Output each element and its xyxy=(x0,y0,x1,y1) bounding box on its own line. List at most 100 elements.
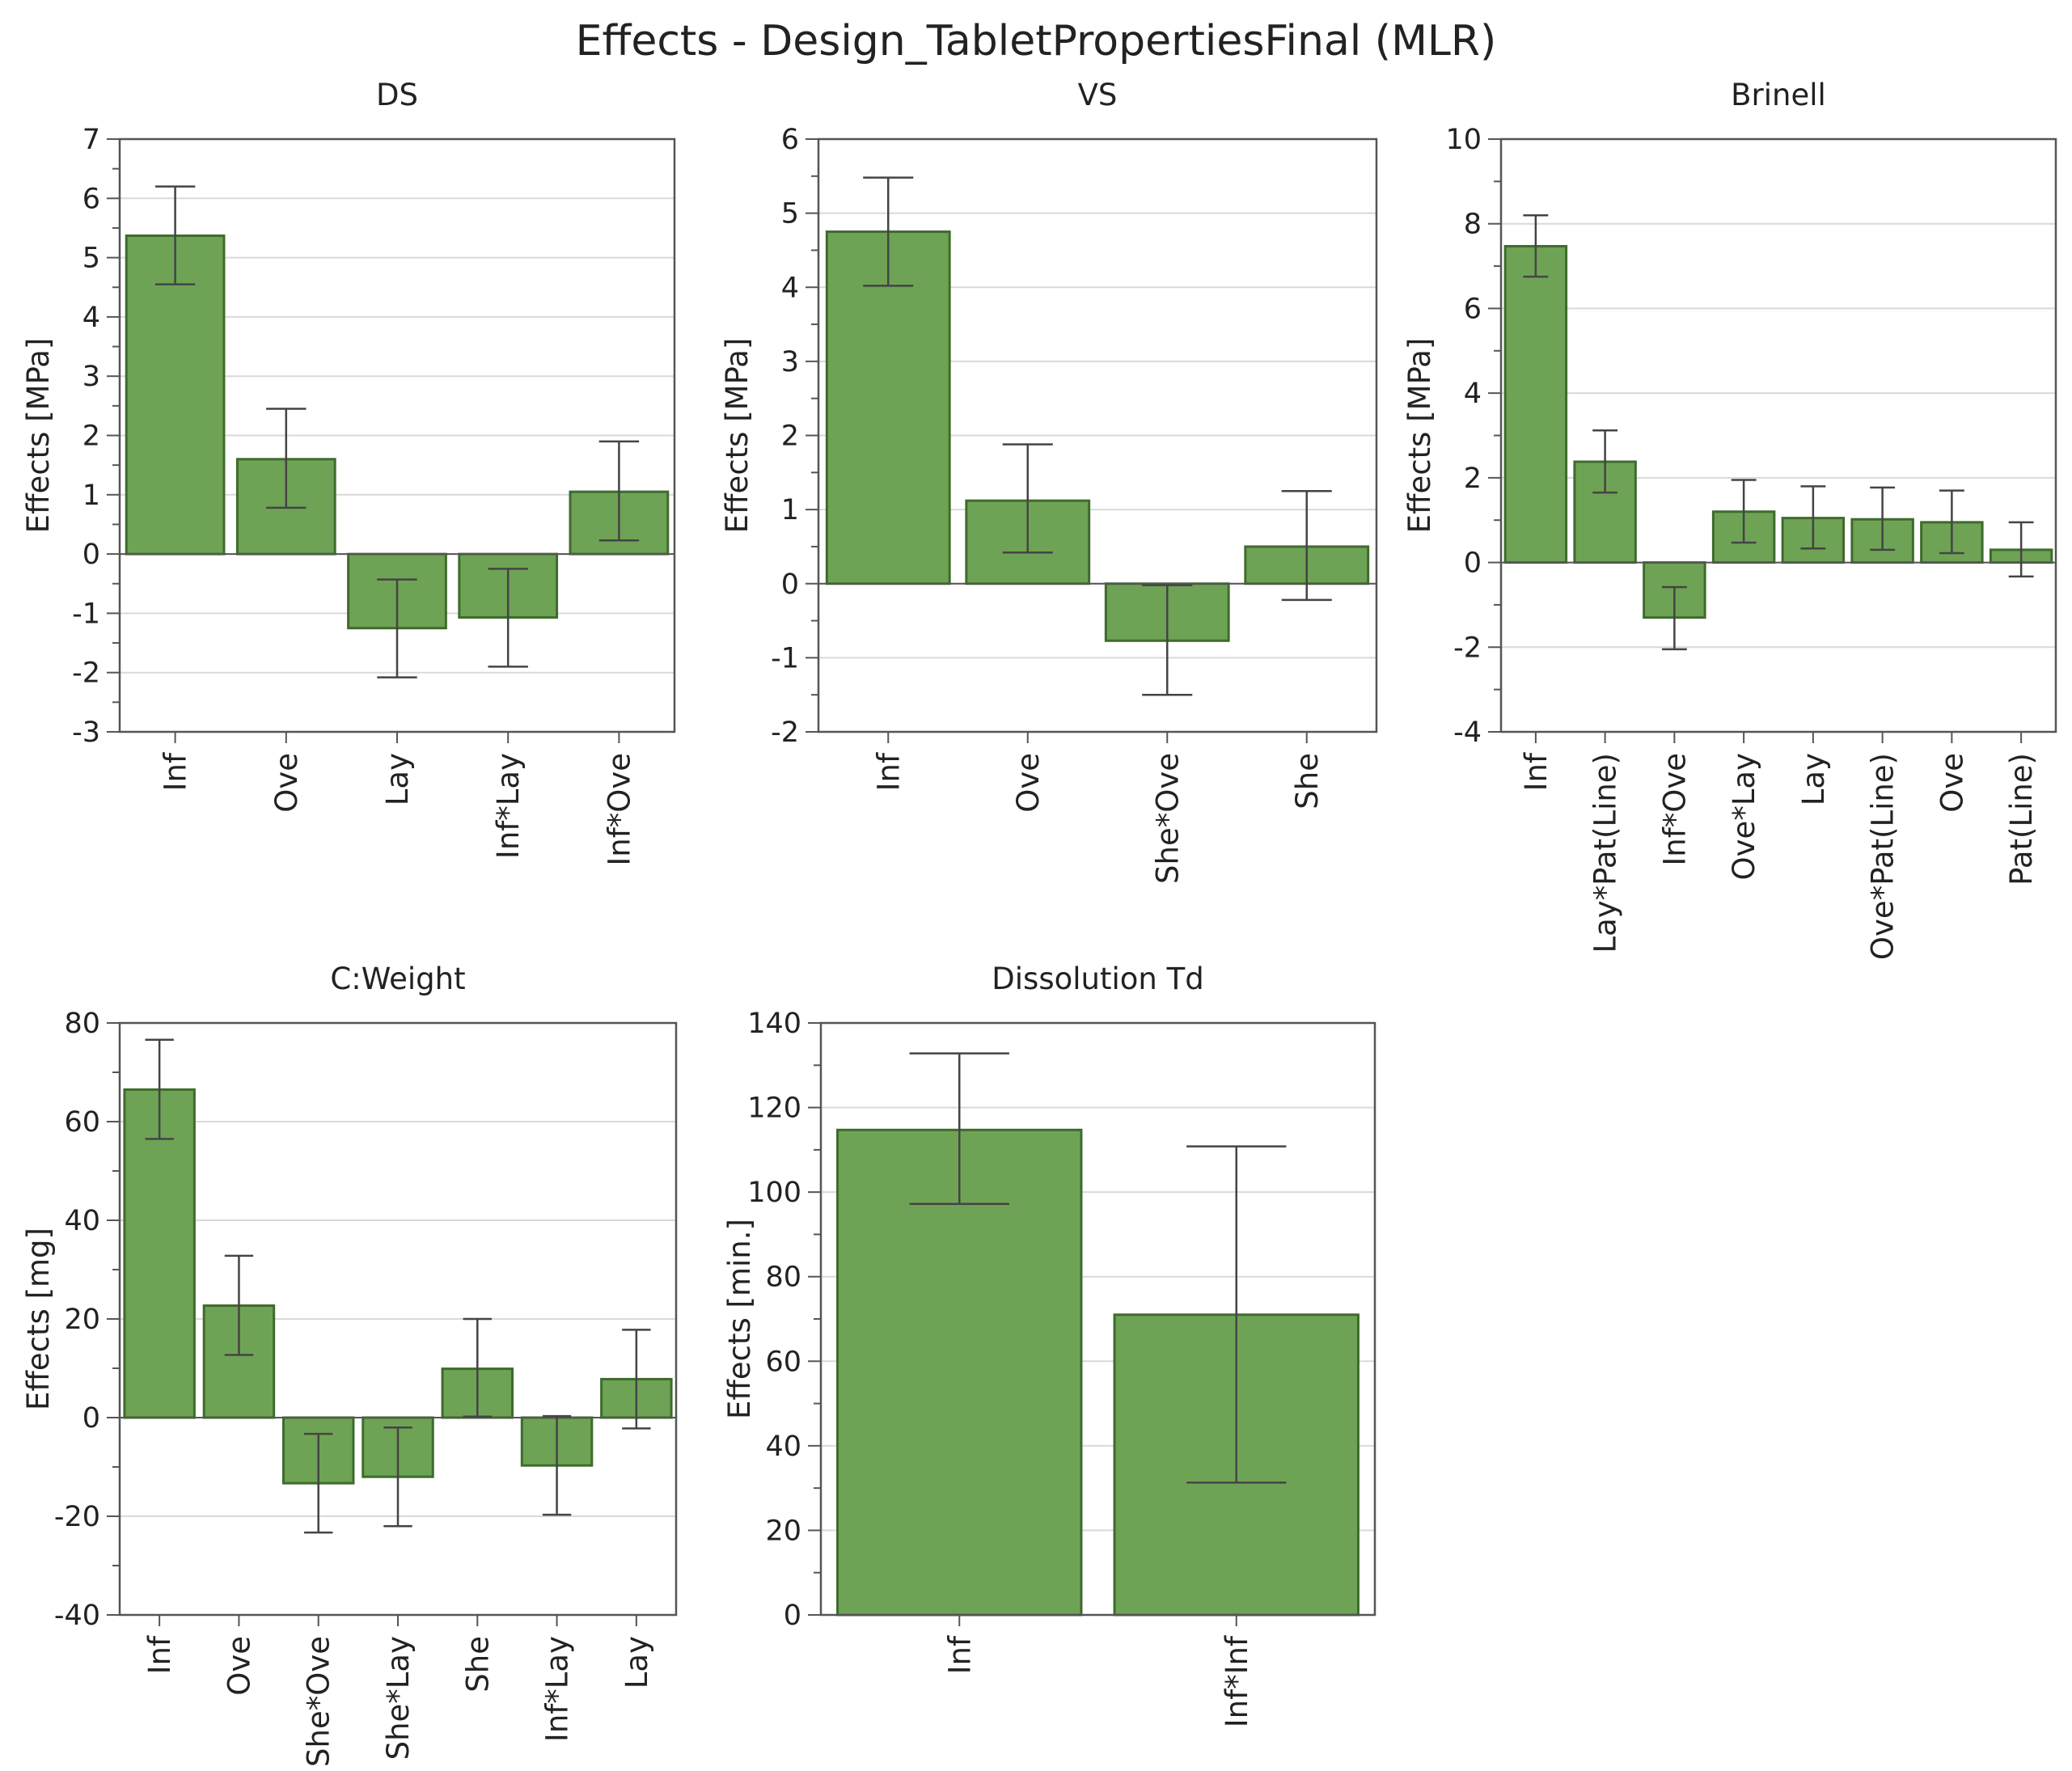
x-tick-label: Inf xyxy=(942,1635,977,1674)
error-bar xyxy=(1523,213,1549,278)
error-bar xyxy=(1281,489,1332,602)
error-bar xyxy=(304,1432,333,1534)
error-bar xyxy=(145,1038,174,1140)
x-tick-label: Inf xyxy=(142,1635,177,1674)
error-bar xyxy=(542,1414,572,1516)
x-tick-label: Inf*Ove xyxy=(602,753,636,866)
y-axis-label: Effects [MPa] xyxy=(21,338,56,534)
y-tick-label: 2 xyxy=(1464,463,1482,495)
x-tick-label: Inf*Lay xyxy=(491,753,526,859)
panel-title: Dissolution Td xyxy=(992,962,1203,996)
x-tick-label: Inf*Ove xyxy=(1657,753,1692,866)
y-tick-label: 2 xyxy=(82,421,100,453)
bar-inf xyxy=(123,1088,196,1419)
y-tick-label: -2 xyxy=(771,716,799,749)
x-tick-label: She xyxy=(460,1636,495,1693)
x-tick-label: Inf*Lay xyxy=(540,1636,575,1742)
x-tick-label: Ove xyxy=(222,1636,256,1696)
chart-panel-3: -4 -2 0 2 4 6 8 10 Brinell Effects [MPa] Inf Lay*Pa… xyxy=(1402,78,2057,960)
x-tick-label: She xyxy=(1290,753,1325,809)
x-tick-label: Inf xyxy=(1519,752,1554,791)
error-bar xyxy=(266,408,307,509)
y-tick-label: 0 xyxy=(82,539,100,571)
figure-title: Effects - Design_TabletPropertiesFinal (… xyxy=(576,17,1497,66)
y-tick-label: -2 xyxy=(72,657,100,690)
y-tick-label: 80 xyxy=(64,1008,100,1040)
y-tick-label: 120 xyxy=(747,1093,801,1125)
x-tick-label: Lay xyxy=(619,1636,654,1689)
y-tick-label: 140 xyxy=(747,1008,801,1040)
error-bar xyxy=(488,568,528,668)
error-bar xyxy=(622,1329,651,1430)
y-tick-label: 3 xyxy=(82,361,100,393)
plot-frame xyxy=(118,137,676,733)
y-tick-label: -1 xyxy=(771,642,799,674)
panel-title: Brinell xyxy=(1731,78,1826,112)
error-bar xyxy=(154,185,196,285)
y-tick-label: 20 xyxy=(64,1304,100,1336)
x-tick-label: Inf xyxy=(871,752,906,791)
x-tick-label: Ove xyxy=(269,753,304,813)
y-tick-label: 1 xyxy=(82,480,100,512)
panel-title: C:Weight xyxy=(330,962,465,996)
y-tick-label: 5 xyxy=(781,198,799,230)
error-bar xyxy=(1002,443,1053,554)
y-tick-label: 0 xyxy=(1464,547,1482,580)
y-tick-label: 60 xyxy=(765,1346,801,1378)
bar-inf xyxy=(125,234,226,556)
error-bar xyxy=(863,176,914,287)
x-tick-label: Inf*Inf xyxy=(1220,1635,1254,1727)
plot-frame xyxy=(817,137,1378,733)
y-tick-label: 4 xyxy=(781,272,799,304)
y-tick-label: 4 xyxy=(82,302,100,334)
panel-title: DS xyxy=(376,78,418,112)
y-axis-label: Effects [min.] xyxy=(722,1219,757,1419)
y-tick-label: 60 xyxy=(64,1106,100,1139)
x-tick-label: She*Lay xyxy=(381,1636,416,1760)
y-tick-label: 6 xyxy=(82,183,100,215)
error-bar xyxy=(1870,486,1896,552)
y-tick-label: 6 xyxy=(1464,293,1482,325)
bar-inf xyxy=(836,1128,1083,1617)
y-tick-label: 20 xyxy=(765,1515,801,1547)
x-tick-label: Ove*Lay xyxy=(1727,753,1761,880)
error-bar xyxy=(1142,584,1193,696)
y-tick-label: 1 xyxy=(781,494,799,526)
x-tick-label: Ove xyxy=(1011,753,1046,813)
x-tick-label: Lay*Pat(Line) xyxy=(1588,753,1623,953)
error-bar xyxy=(1731,479,1757,544)
error-bar xyxy=(598,440,640,542)
x-tick-label: Pat(Line) xyxy=(2004,753,2039,886)
error-bar xyxy=(1939,489,1964,555)
error-bar xyxy=(909,1052,1009,1206)
bar-inf xyxy=(825,230,951,585)
y-tick-label: 0 xyxy=(781,568,799,601)
plot-frame xyxy=(1499,137,2057,733)
y-tick-label: 6 xyxy=(781,124,799,156)
y-tick-label: 100 xyxy=(747,1177,801,1209)
chart-panel-4: -40 -20 0 20 40 60 80 C:Weight Effects [mg] Inf Ov… xyxy=(21,962,678,1767)
y-axis-label: Effects [MPa] xyxy=(720,338,755,534)
x-tick-label: Inf xyxy=(159,752,193,791)
x-tick-label: Lay xyxy=(380,753,415,805)
y-tick-label: 7 xyxy=(82,124,100,156)
panel-title: VS xyxy=(1078,78,1118,112)
y-tick-label: -3 xyxy=(72,716,100,749)
y-tick-label: 10 xyxy=(1445,124,1482,156)
y-tick-label: 8 xyxy=(1464,209,1482,241)
plot-frame xyxy=(819,1021,1376,1617)
error-bar xyxy=(1592,429,1618,494)
error-bar xyxy=(1800,485,1826,550)
bar-inf xyxy=(1503,244,1568,564)
y-tick-label: -40 xyxy=(54,1600,100,1632)
y-tick-label: 40 xyxy=(64,1205,100,1237)
y-tick-label: 40 xyxy=(765,1431,801,1463)
x-tick-label: She*Ove xyxy=(302,1636,336,1767)
x-tick-label: She*Ove xyxy=(1150,753,1185,884)
y-tick-label: -20 xyxy=(54,1501,100,1533)
y-tick-label: 80 xyxy=(765,1262,801,1294)
chart-panel-5: 0 20 40 60 80 100 120 140 Dissolution Td Effects … xyxy=(722,962,1376,1727)
error-bar xyxy=(1661,585,1687,651)
x-tick-label: Ove*Pat(Line) xyxy=(1866,753,1901,960)
